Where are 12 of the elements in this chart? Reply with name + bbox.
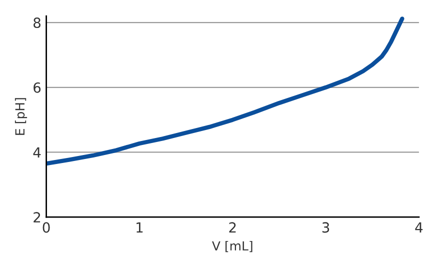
y-tick-label: 6 [34,82,41,93]
x-tick-label: 2 [229,222,236,232]
y-tick-label: 2 [34,212,40,222]
x-tick-label: 0 [42,222,50,233]
line-series [46,16,404,166]
y-tick-label: 4 [33,147,41,158]
x-tick-label: 4 [415,222,423,232]
x-axis-title: V [mL] [212,240,252,252]
y-tick-label: 8 [34,18,40,28]
y-axis-title: E [pH] [14,98,28,135]
x-tick-label: 1 [136,222,143,232]
x-tick-label: 3 [322,222,330,233]
